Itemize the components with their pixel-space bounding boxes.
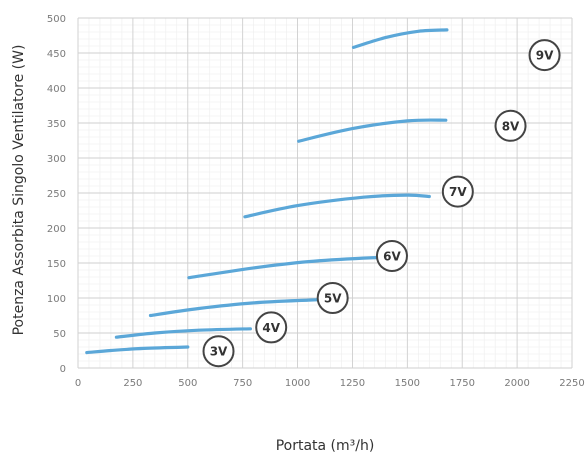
y-tick-label: 300 <box>47 154 66 165</box>
y-tick-label: 150 <box>47 259 66 270</box>
x-tick-label: 1500 <box>395 378 420 389</box>
series-label-3v: 3V <box>210 345 228 359</box>
series-label-8v: 8V <box>502 119 520 133</box>
x-tick-labels: 0 250 500 750 1000 1250 1500 1750 2000 2250 <box>75 378 585 389</box>
series-line-7v <box>243 193 431 219</box>
series-line-4v <box>114 327 252 339</box>
series-line-3v <box>85 345 190 355</box>
y-tick-label: 50 <box>53 329 66 340</box>
y-tick-label: 100 <box>47 294 66 305</box>
y-tick-label: 450 <box>47 49 66 60</box>
series-label-4v: 4V <box>262 321 280 335</box>
y-tick-labels: 0 50 100 150 200 250 300 350 400 450 500 <box>47 14 66 375</box>
series-badge-3v <box>202 335 235 368</box>
y-axis-title: Potenza Assorbita Singolo Ventilatore (W… <box>11 45 27 336</box>
series-badge-6v <box>375 240 408 272</box>
series-labels: 3V 4V 5V 6V 7V 8V 9V <box>202 39 561 368</box>
y-tick-label: 200 <box>47 224 66 235</box>
x-tick-label: 2250 <box>559 378 584 389</box>
x-tick-label: 500 <box>178 378 197 389</box>
series-badge-5v <box>316 282 349 314</box>
x-tick-label: 2000 <box>504 378 529 389</box>
series-label-6v: 6V <box>383 250 401 264</box>
y-tick-label: 400 <box>47 84 66 95</box>
series-line-6v <box>187 255 393 280</box>
y-tick-label: 500 <box>47 14 66 25</box>
series-line-9v <box>351 28 449 49</box>
x-tick-label: 1000 <box>285 378 310 389</box>
series-badge-8v <box>494 109 527 142</box>
x-axis-title: Portata (m³/h) <box>276 438 375 454</box>
series-badge-4v <box>255 311 288 344</box>
y-tick-label: 250 <box>47 189 66 200</box>
x-tick-label: 0 <box>75 378 81 389</box>
y-tick-label: 0 <box>60 364 66 375</box>
series-lines <box>85 28 449 355</box>
series-line-8v <box>297 118 448 143</box>
series-badge-9v <box>528 39 561 72</box>
series-label-9v: 9V <box>536 49 554 63</box>
x-tick-label: 750 <box>233 378 252 389</box>
x-tick-label: 1750 <box>449 378 474 389</box>
series-line-5v <box>148 297 335 318</box>
series-label-5v: 5V <box>324 292 342 306</box>
x-tick-label: 1250 <box>340 378 365 389</box>
x-tick-label: 250 <box>123 378 142 389</box>
y-tick-label: 350 <box>47 119 66 130</box>
series-badge-7v <box>441 175 474 208</box>
series-label-7v: 7V <box>449 185 467 199</box>
